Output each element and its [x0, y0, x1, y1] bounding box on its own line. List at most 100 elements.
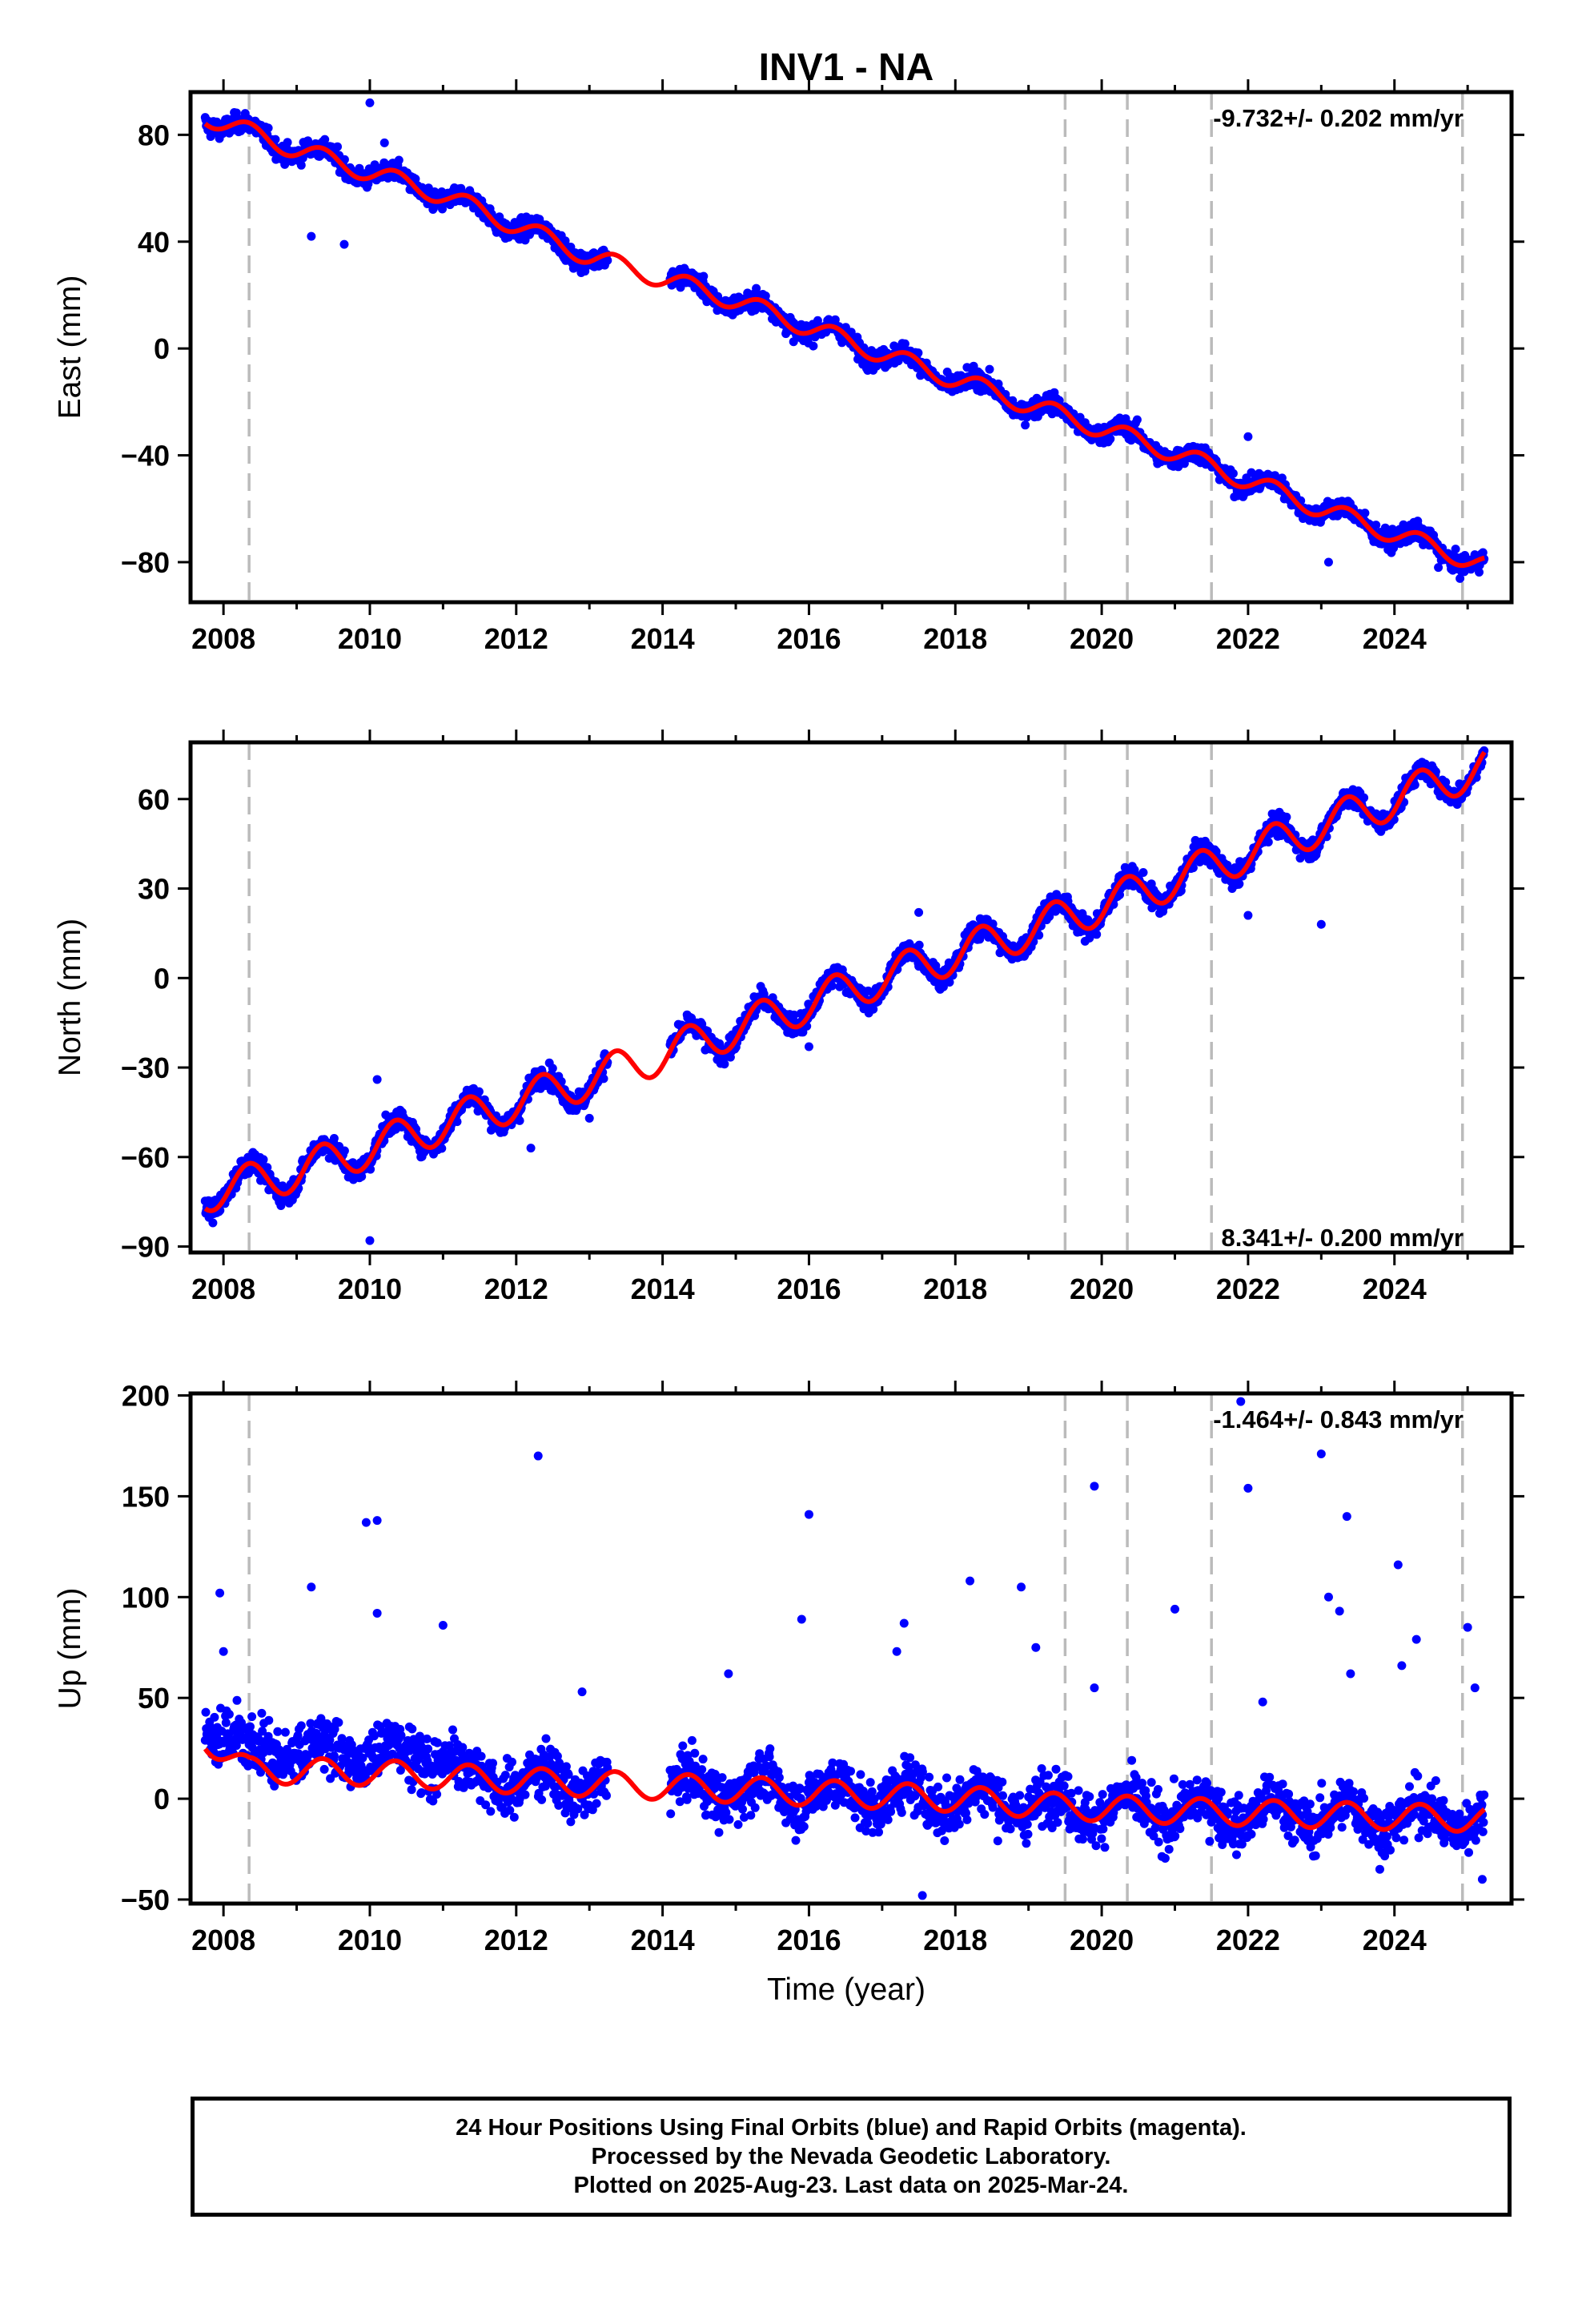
- north-x-tick-label: 2020: [1070, 1273, 1134, 1305]
- north-data-point: [329, 1134, 339, 1143]
- up-data-point: [296, 1721, 306, 1731]
- east-data-point: [913, 348, 923, 358]
- east-y-axis-label: East (mm): [53, 275, 87, 420]
- east-data-point: [699, 271, 709, 281]
- east-x-tick-label: 2018: [923, 622, 987, 655]
- up-data-point: [201, 1707, 211, 1717]
- east-data-point: [603, 255, 612, 265]
- east-data-point: [394, 155, 404, 165]
- east-outlier-point: [1323, 557, 1333, 567]
- north-x-tick-label: 2008: [191, 1273, 255, 1305]
- up-panel: 2008 2010 2012 2014 2016 2018 2020 2022 2024−500…: [53, 1380, 1524, 1956]
- east-y-tick-label: −80: [121, 546, 170, 579]
- east-data-point: [1451, 545, 1460, 554]
- up-data-points: [200, 1397, 1489, 1900]
- east-data-point: [830, 315, 840, 324]
- up-data-point: [210, 1712, 219, 1722]
- north-x-tick-label: 2010: [338, 1273, 402, 1305]
- east-data-point: [1360, 509, 1370, 518]
- north-outlier-point: [365, 1236, 375, 1245]
- east-x-tick-label: 2020: [1070, 622, 1134, 655]
- north-y-tick-label: −90: [121, 1231, 170, 1264]
- north-data-point: [339, 1146, 349, 1156]
- up-data-point: [246, 1722, 255, 1731]
- north-y-axis-label: North (mm): [53, 919, 87, 1076]
- east-data-point: [1106, 434, 1115, 444]
- up-data-point: [280, 1727, 290, 1737]
- east-data-point: [900, 339, 909, 348]
- north-y-tick-label: −30: [121, 1051, 170, 1084]
- north-outlier-point: [372, 1075, 382, 1084]
- east-y-tick-label: 80: [138, 119, 170, 151]
- east-data-point: [1228, 468, 1238, 478]
- north-y-tick-label: 0: [154, 962, 170, 995]
- up-data-point: [329, 1751, 339, 1760]
- east-outlier-point: [307, 231, 316, 241]
- north-data-point: [208, 1218, 218, 1228]
- up-data-point: [273, 1727, 283, 1736]
- up-plot-area: [200, 1393, 1489, 1904]
- east-data-point: [411, 174, 420, 183]
- north-data-point: [474, 1087, 484, 1096]
- up-data-point: [257, 1708, 267, 1718]
- east-data-point: [320, 135, 330, 144]
- east-data-point: [1021, 420, 1030, 430]
- north-x-tick-label: 2022: [1216, 1273, 1280, 1305]
- east-data-point: [761, 292, 770, 300]
- up-data-point: [407, 1785, 416, 1795]
- east-x-tick-label: 2014: [631, 622, 695, 655]
- east-outlier-point: [379, 138, 389, 147]
- figure-title: INV1 - NA: [759, 46, 934, 89]
- east-plot-area: [200, 92, 1489, 602]
- east-x-tick-label: 2016: [777, 622, 841, 655]
- north-data-point: [515, 1116, 524, 1125]
- up-data-point: [224, 1710, 234, 1719]
- north-data-point: [259, 1155, 268, 1164]
- east-outlier-point: [339, 239, 349, 249]
- north-x-tick-label: 2014: [631, 1273, 695, 1305]
- east-data-point: [1132, 415, 1142, 424]
- east-data-point: [296, 160, 306, 170]
- north-x-tick-label: 2016: [777, 1273, 841, 1305]
- north-outlier-point: [526, 1144, 536, 1153]
- north-data-point: [720, 1059, 729, 1069]
- east-x-tick-label: 2024: [1363, 622, 1427, 655]
- up-data-point: [247, 1712, 257, 1722]
- east-data-point: [333, 142, 342, 151]
- north-data-point: [548, 1063, 557, 1073]
- north-x-tick-label: 2012: [484, 1273, 548, 1305]
- north-outlier-point: [804, 1042, 813, 1051]
- north-plot-area: [200, 742, 1489, 1252]
- north-data-point: [1282, 812, 1291, 822]
- east-rate-label: -9.732+/- 0.202 mm/yr: [1213, 104, 1464, 132]
- east-data-point: [231, 108, 241, 118]
- north-panel: 2008 2010 2012 2014 2016 2018 2020 2022 2024 −90 −…: [53, 730, 1524, 1305]
- east-x-tick-label: 2010: [338, 622, 402, 655]
- east-x-tick-label: 2008: [191, 622, 255, 655]
- north-data-point: [599, 1074, 608, 1084]
- up-data-point: [232, 1695, 242, 1705]
- north-y-tick-label: 60: [138, 783, 170, 816]
- north-data-point: [1235, 879, 1244, 889]
- north-data-point: [914, 940, 924, 950]
- north-outlier-point: [1316, 919, 1326, 929]
- east-data-point: [1371, 521, 1381, 530]
- north-data-point: [1263, 838, 1273, 846]
- east-data-point: [985, 364, 994, 374]
- east-data-point: [271, 135, 280, 144]
- east-outlier-point: [365, 98, 375, 107]
- east-data-point: [263, 123, 273, 133]
- north-data-points: [200, 746, 1489, 1245]
- north-outlier-point: [914, 907, 924, 917]
- east-outlier-point: [1243, 432, 1253, 441]
- east-outlier-point: [1434, 563, 1443, 573]
- north-outlier-point: [584, 1113, 594, 1123]
- east-y-tick-label: −40: [121, 440, 170, 472]
- north-x-tick-label: 2018: [923, 1273, 987, 1305]
- north-rate-label: 8.341+/- 0.200 mm/yr: [1222, 1224, 1464, 1252]
- up-data-point: [221, 1718, 231, 1727]
- up-data-point: [264, 1715, 274, 1725]
- east-x-tick-label: 2012: [484, 622, 548, 655]
- north-x-tick-label: 2024: [1363, 1273, 1427, 1305]
